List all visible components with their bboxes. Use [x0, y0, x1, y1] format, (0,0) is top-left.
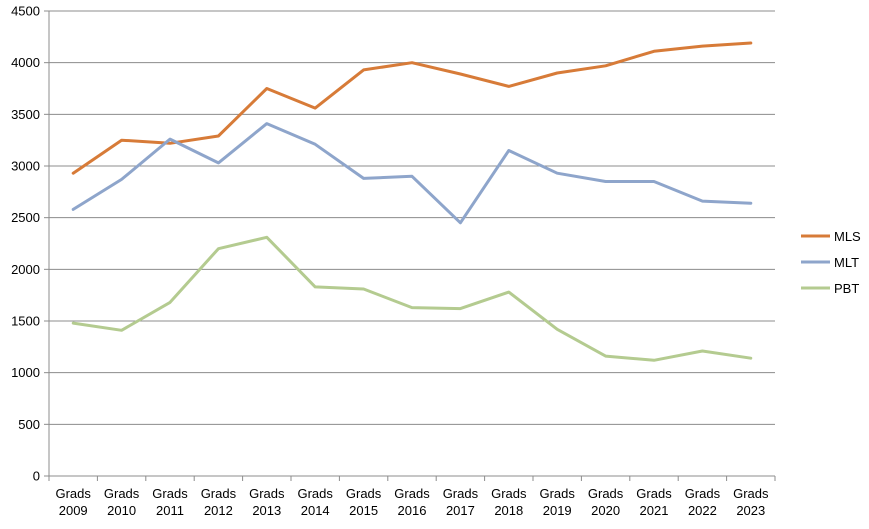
x-tick-label: Grads 2012	[201, 486, 237, 518]
y-tick-label: 2500	[11, 210, 40, 225]
x-tick-label-line: Grads	[588, 486, 624, 501]
legend-label: MLT	[834, 255, 859, 270]
series-line-pbt	[71, 235, 753, 362]
x-tick-label-line: 2022	[688, 503, 717, 518]
series-line-mls	[71, 41, 753, 175]
series-line-mlt	[71, 122, 753, 225]
x-tick-label-line: 2009	[59, 503, 88, 518]
y-tick-label: 3000	[11, 159, 40, 174]
x-tick-label: Grads 2020	[588, 486, 624, 518]
x-tick-label-line: Grads	[539, 486, 575, 501]
x-tick-label-line: Grads	[297, 486, 333, 501]
x-tick-label: Grads 2017	[443, 486, 479, 518]
x-tick-label: Grads 2016	[394, 486, 430, 518]
x-tick-label: Grads 2022	[685, 486, 721, 518]
legend: MLS MLT PBT	[801, 229, 861, 296]
x-tick-label-line: Grads	[733, 486, 769, 501]
x-tick-label-line: Grads	[636, 486, 672, 501]
legend-label: PBT	[834, 281, 859, 296]
x-tick-label-line: 2017	[446, 503, 475, 518]
x-tick-label-line: 2012	[204, 503, 233, 518]
y-tick-label: 0	[33, 469, 40, 484]
x-tick-label-line: Grads	[152, 486, 188, 501]
x-tick-label-line: Grads	[201, 486, 237, 501]
x-tick-label-line: Grads	[685, 486, 721, 501]
axes	[48, 11, 775, 477]
x-tick-label: Grads 2009	[55, 486, 91, 518]
y-tick-label: 3500	[11, 107, 40, 122]
x-tick-label: Grads 2019	[539, 486, 575, 518]
x-tick-label-line: Grads	[394, 486, 430, 501]
x-tick-label: Grads 2021	[636, 486, 672, 518]
x-tick-label-line: Grads	[491, 486, 527, 501]
x-tick-label-line: Grads	[249, 486, 285, 501]
x-tick-label-line: 2021	[640, 503, 669, 518]
series-lines	[71, 41, 753, 362]
x-tick-label-line: 2023	[736, 503, 765, 518]
y-tick-label: 1000	[11, 365, 40, 380]
y-tick-labels: 0 500 1000 1500 2000 2500 3000 3500 4000 4500	[11, 4, 40, 484]
x-tick-label-line: 2011	[156, 503, 184, 518]
x-tick-label-line: 2014	[301, 503, 330, 518]
x-tick-label: Grads 2018	[491, 486, 527, 518]
x-tick-label-line: 2016	[398, 503, 427, 518]
legend-label: MLS	[834, 229, 861, 244]
x-tick-label: Grads 2023	[733, 486, 769, 518]
x-tick-label-line: 2015	[349, 503, 378, 518]
x-tick-label-line: 2020	[591, 503, 620, 518]
x-tick-label-line: Grads	[104, 486, 140, 501]
x-tick-label-line: Grads	[55, 486, 91, 501]
x-tick-label: Grads 2014	[297, 486, 333, 518]
y-tick-label: 1500	[11, 314, 40, 329]
gridlines	[44, 10, 776, 481]
x-tick-label-line: 2018	[494, 503, 523, 518]
x-tick-label: Grads 2011	[152, 486, 188, 518]
y-tick-label: 4500	[11, 4, 40, 19]
x-tick-label: Grads 2015	[346, 486, 382, 518]
y-tick-label: 500	[18, 417, 40, 432]
x-tick-label: Grads 2013	[249, 486, 285, 518]
x-tick-label-line: 2019	[543, 503, 572, 518]
x-tick-label-line: Grads	[443, 486, 479, 501]
x-tick-label-line: Grads	[346, 486, 382, 501]
y-tick-label: 2000	[11, 262, 40, 277]
x-tick-label-line: 2010	[107, 503, 136, 518]
x-tick-label-line: 2013	[252, 503, 281, 518]
y-tick-label: 4000	[11, 55, 40, 70]
x-tick-label: Grads 2010	[104, 486, 140, 518]
